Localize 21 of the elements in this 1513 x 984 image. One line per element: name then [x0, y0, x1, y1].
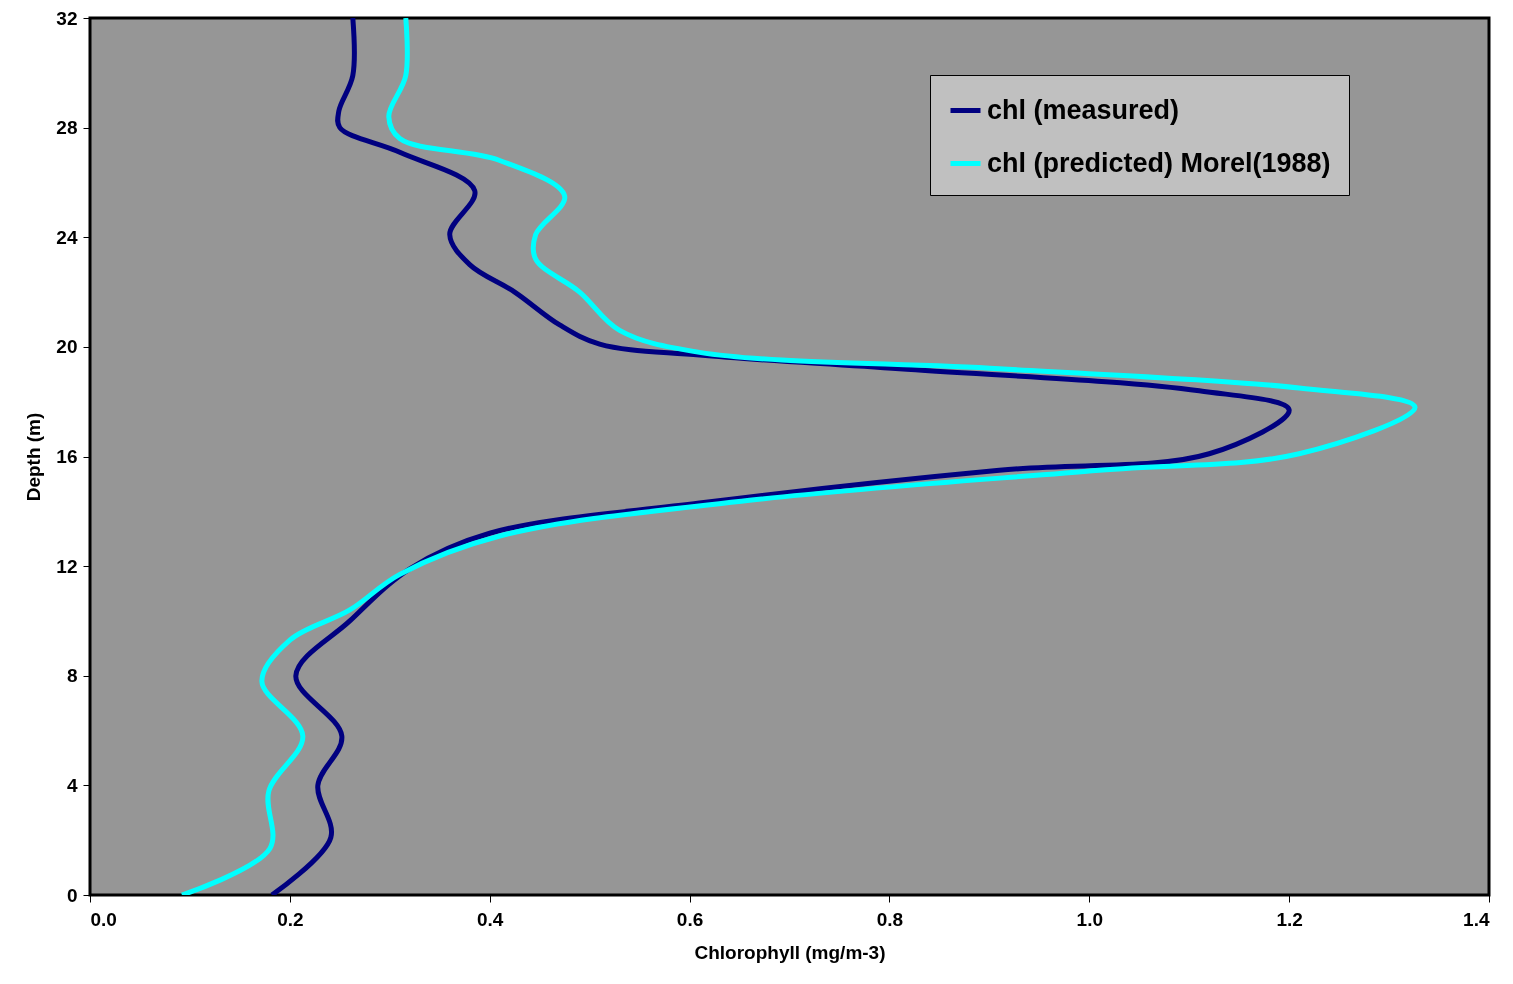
- x-tick-label: 0.4: [477, 908, 504, 930]
- x-tick-label: 0.8: [876, 908, 904, 930]
- x-axis-title: Chlorophyll (mg/m-3): [694, 941, 886, 963]
- x-tick-label: 0.6: [676, 908, 704, 930]
- y-axis-title: Depth (m): [23, 412, 45, 502]
- x-tick-label: 1.0: [1076, 908, 1103, 930]
- x-tick-label: 1.4: [1463, 908, 1490, 930]
- y-tick-label: 16: [56, 446, 78, 467]
- legend-label: chl (predicted) Morel(1988): [987, 147, 1331, 178]
- x-tick-label: 1.2: [1276, 908, 1303, 930]
- y-tick-label: 12: [56, 555, 78, 577]
- legend-label: chl (measured): [987, 94, 1180, 125]
- x-tick-label: 0.2: [277, 908, 304, 930]
- y-tick-label: 24: [56, 226, 78, 248]
- y-tick-label: 32: [56, 7, 78, 29]
- y-tick-label: 28: [56, 117, 78, 139]
- y-tick-label: 20: [56, 336, 78, 358]
- y-tick-label: 4: [66, 774, 78, 796]
- y-tick-label: 0: [66, 884, 78, 906]
- x-tick-label: 0.0: [90, 908, 117, 930]
- y-tick-label: 8: [66, 665, 78, 687]
